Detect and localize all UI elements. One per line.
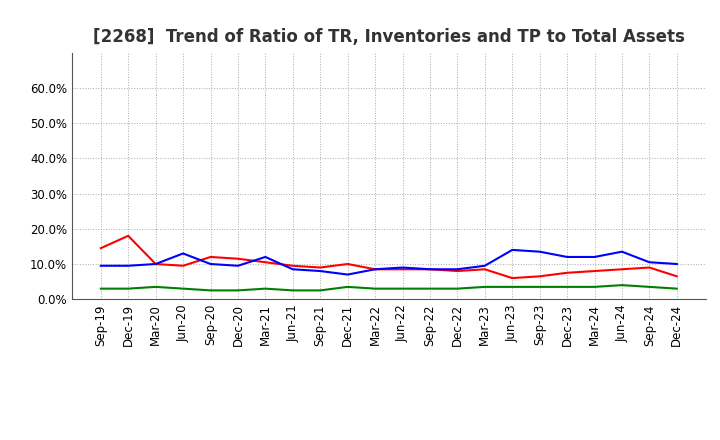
Trade Payables	[480, 284, 489, 290]
Inventories	[563, 254, 572, 260]
Trade Receivables	[563, 270, 572, 275]
Trade Receivables	[233, 256, 242, 261]
Inventories	[672, 261, 681, 267]
Trade Payables	[426, 286, 434, 291]
Inventories	[508, 247, 516, 253]
Trade Payables	[96, 286, 105, 291]
Trade Receivables	[124, 233, 132, 238]
Trade Receivables	[151, 261, 160, 267]
Trade Receivables	[206, 254, 215, 260]
Inventories	[316, 268, 325, 274]
Trade Receivables	[618, 267, 626, 272]
Inventories	[179, 251, 187, 256]
Inventories	[206, 261, 215, 267]
Trade Payables	[371, 286, 379, 291]
Trade Payables	[618, 282, 626, 288]
Trade Receivables	[426, 267, 434, 272]
Trade Receivables	[480, 267, 489, 272]
Inventories	[398, 265, 407, 270]
Line: Inventories: Inventories	[101, 250, 677, 275]
Inventories	[645, 260, 654, 265]
Trade Payables	[179, 286, 187, 291]
Trade Payables	[206, 288, 215, 293]
Inventories	[536, 249, 544, 254]
Trade Payables	[536, 284, 544, 290]
Trade Receivables	[343, 261, 352, 267]
Trade Receivables	[590, 268, 599, 274]
Trade Payables	[343, 284, 352, 290]
Line: Trade Payables: Trade Payables	[101, 285, 677, 290]
Trade Receivables	[371, 267, 379, 272]
Trade Receivables	[536, 274, 544, 279]
Trade Payables	[233, 288, 242, 293]
Trade Receivables	[645, 265, 654, 270]
Trade Payables	[645, 284, 654, 290]
Trade Payables	[672, 286, 681, 291]
Trade Receivables	[508, 275, 516, 281]
Inventories	[261, 254, 270, 260]
Trade Receivables	[398, 267, 407, 272]
Trade Receivables	[316, 265, 325, 270]
Inventories	[96, 263, 105, 268]
Trade Payables	[508, 284, 516, 290]
Trade Receivables	[96, 246, 105, 251]
Trade Payables	[590, 284, 599, 290]
Trade Payables	[563, 284, 572, 290]
Inventories	[426, 267, 434, 272]
Inventories	[480, 263, 489, 268]
Inventories	[343, 272, 352, 277]
Trade Payables	[289, 288, 297, 293]
Inventories	[453, 267, 462, 272]
Title: [2268]  Trend of Ratio of TR, Inventories and TP to Total Assets: [2268] Trend of Ratio of TR, Inventories…	[93, 28, 685, 46]
Trade Payables	[453, 286, 462, 291]
Trade Receivables	[672, 274, 681, 279]
Trade Payables	[124, 286, 132, 291]
Inventories	[590, 254, 599, 260]
Inventories	[618, 249, 626, 254]
Trade Receivables	[179, 263, 187, 268]
Line: Trade Receivables: Trade Receivables	[101, 236, 677, 278]
Trade Receivables	[453, 268, 462, 274]
Inventories	[289, 267, 297, 272]
Trade Payables	[398, 286, 407, 291]
Trade Receivables	[261, 260, 270, 265]
Trade Payables	[316, 288, 325, 293]
Inventories	[233, 263, 242, 268]
Inventories	[124, 263, 132, 268]
Inventories	[151, 261, 160, 267]
Inventories	[371, 267, 379, 272]
Trade Payables	[261, 286, 270, 291]
Trade Payables	[151, 284, 160, 290]
Trade Receivables	[289, 263, 297, 268]
